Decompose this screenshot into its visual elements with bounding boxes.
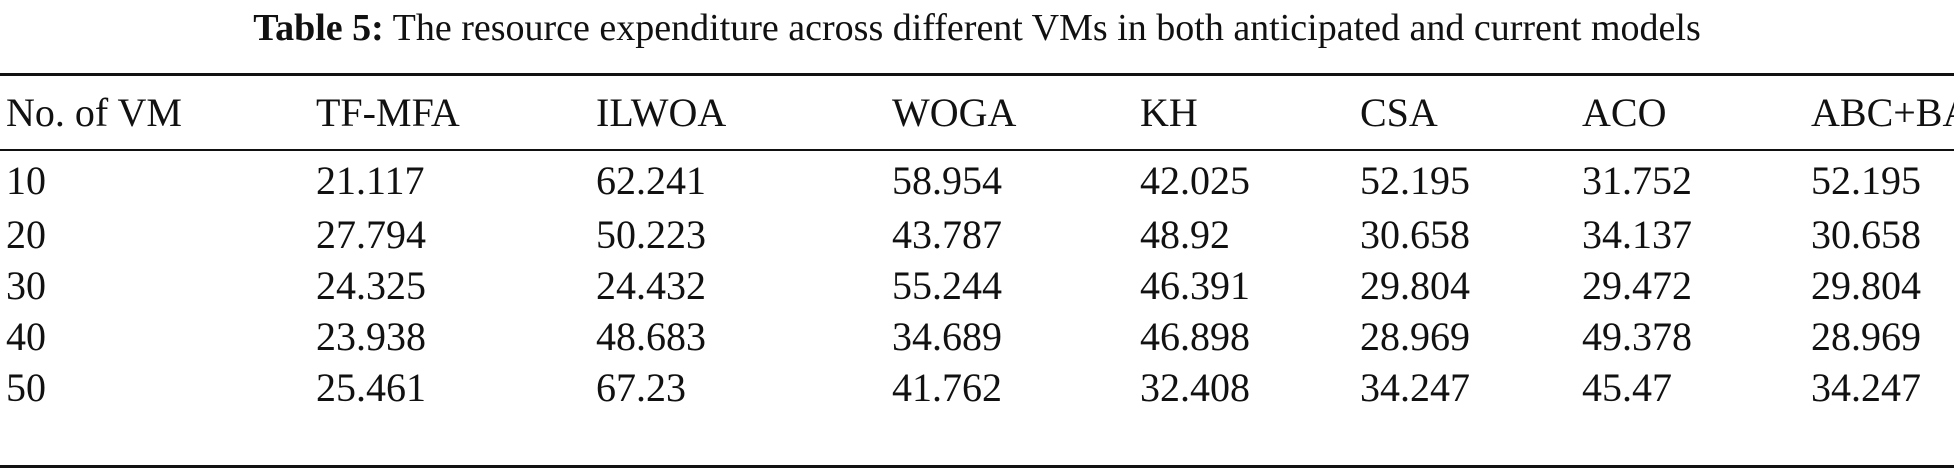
table-cell: 29.804 bbox=[1360, 263, 1470, 308]
table-top-rule bbox=[0, 73, 1954, 76]
table-cell: 28.969 bbox=[1811, 314, 1921, 359]
table-header-rule bbox=[0, 149, 1954, 151]
header-cell: ABC+BA bbox=[1811, 90, 1954, 135]
resource-expenditure-table: No. of VM TF-MFA ILWOA WOGA KH CSA ACO A… bbox=[0, 76, 1954, 413]
data-table: No. of VM TF-MFA ILWOA WOGA KH CSA ACO A… bbox=[0, 76, 1954, 413]
table-cell: 24.432 bbox=[596, 263, 706, 308]
table-cell: 28.969 bbox=[1360, 314, 1470, 359]
table-cell: 31.752 bbox=[1582, 158, 1692, 203]
table-row: 10 21.117 62.241 58.954 42.025 52.195 31… bbox=[0, 149, 1954, 209]
header-cell: WOGA bbox=[892, 90, 1017, 135]
table-cell: 34.689 bbox=[892, 314, 1002, 359]
table-bottom-rule bbox=[0, 465, 1954, 468]
header-cell: ACO bbox=[1582, 90, 1667, 135]
table-cell: 45.47 bbox=[1582, 365, 1672, 410]
table-cell: 50.223 bbox=[596, 212, 706, 257]
table-row: 50 25.461 67.23 41.762 32.408 34.247 45.… bbox=[0, 362, 1954, 413]
table-cell: 34.137 bbox=[1582, 212, 1692, 257]
table-cell: 29.804 bbox=[1811, 263, 1921, 308]
header-cell: CSA bbox=[1360, 90, 1438, 135]
table-cell: 25.461 bbox=[316, 365, 426, 410]
header-cell: No. of VM bbox=[6, 90, 182, 135]
table-cell: 42.025 bbox=[1140, 158, 1250, 203]
table-cell: 52.195 bbox=[1811, 158, 1921, 203]
table-cell: 32.408 bbox=[1140, 365, 1250, 410]
table-cell: 49.378 bbox=[1582, 314, 1692, 359]
table-cell: 24.325 bbox=[316, 263, 426, 308]
table-row: 40 23.938 48.683 34.689 46.898 28.969 49… bbox=[0, 311, 1954, 362]
header-cell: TF-MFA bbox=[316, 90, 460, 135]
table-cell: 41.762 bbox=[892, 365, 1002, 410]
table-cell: 30.658 bbox=[1811, 212, 1921, 257]
table-cell: 48.92 bbox=[1140, 212, 1230, 257]
table-caption: Table 5: The resource expenditure across… bbox=[0, 2, 1954, 54]
table-cell: 48.683 bbox=[596, 314, 706, 359]
table-cell: 30 bbox=[6, 263, 46, 308]
table-cell: 21.117 bbox=[316, 158, 425, 203]
table-cell: 10 bbox=[6, 158, 46, 203]
table-row: 30 24.325 24.432 55.244 46.391 29.804 29… bbox=[0, 260, 1954, 311]
table-cell: 27.794 bbox=[316, 212, 426, 257]
header-cell: ILWOA bbox=[596, 90, 727, 135]
table-cell: 43.787 bbox=[892, 212, 1002, 257]
table-cell: 46.391 bbox=[1140, 263, 1250, 308]
table-cell: 20 bbox=[6, 212, 46, 257]
table-cell: 34.247 bbox=[1811, 365, 1921, 410]
table-caption-label: Table 5: bbox=[253, 7, 384, 49]
table-cell: 46.898 bbox=[1140, 314, 1250, 359]
table-cell: 52.195 bbox=[1360, 158, 1470, 203]
table-cell: 34.247 bbox=[1360, 365, 1470, 410]
table-cell: 30.658 bbox=[1360, 212, 1470, 257]
header-row: No. of VM TF-MFA ILWOA WOGA KH CSA ACO A… bbox=[0, 76, 1954, 149]
table-cell: 67.23 bbox=[596, 365, 686, 410]
table-caption-text: The resource expenditure across differen… bbox=[392, 7, 1701, 49]
table-cell: 55.244 bbox=[892, 263, 1002, 308]
header-cell: KH bbox=[1140, 90, 1198, 135]
table-cell: 29.472 bbox=[1582, 263, 1692, 308]
table-cell: 40 bbox=[6, 314, 46, 359]
table-row: 20 27.794 50.223 43.787 48.92 30.658 34.… bbox=[0, 209, 1954, 260]
table-cell: 58.954 bbox=[892, 158, 1002, 203]
table-cell: 50 bbox=[6, 365, 46, 410]
table-cell: 62.241 bbox=[596, 158, 706, 203]
table-cell: 23.938 bbox=[316, 314, 426, 359]
